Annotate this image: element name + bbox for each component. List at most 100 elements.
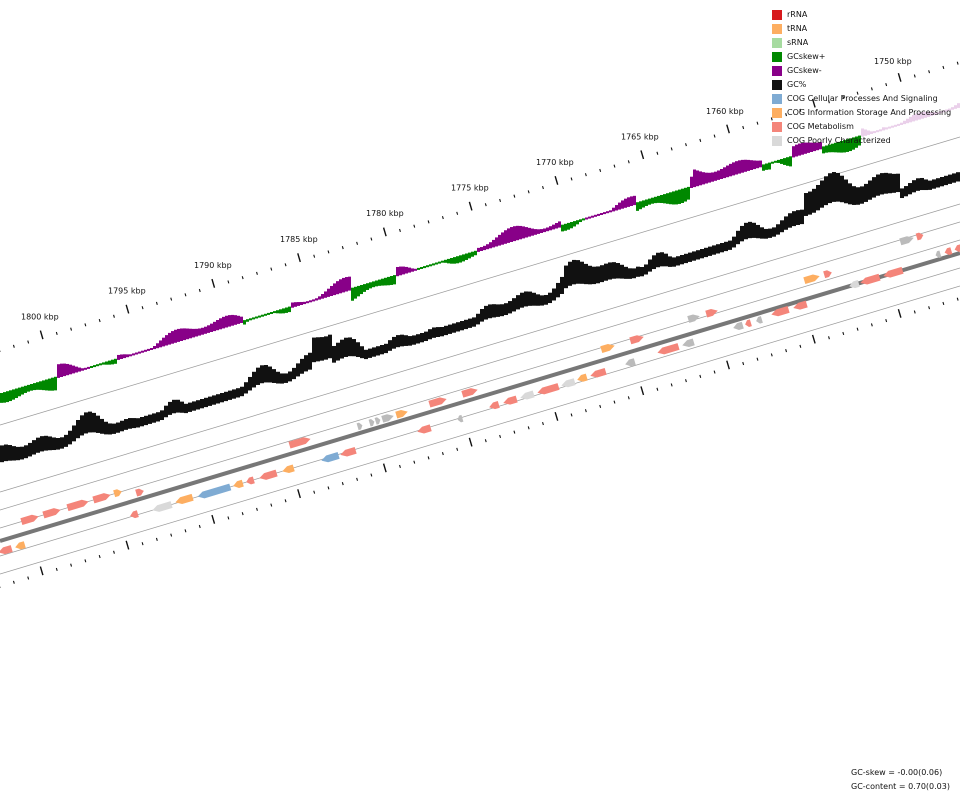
ruler-tick	[885, 83, 888, 87]
gc-skew-positive-bar	[573, 221, 576, 227]
ruler-tick	[542, 185, 544, 190]
gc-skew-negative-bar	[486, 244, 489, 250]
gc-content-bar	[512, 298, 516, 312]
gc-skew-negative-bar	[510, 227, 513, 242]
gene-arrow	[457, 414, 464, 423]
gc-skew-negative-bar	[630, 196, 633, 206]
gc-content-bar	[288, 371, 292, 382]
gc-skew-negative-bar	[801, 142, 804, 155]
gc-skew-negative-bar	[66, 363, 69, 376]
gc-content-bar	[760, 227, 764, 239]
gc-skew-negative-bar	[864, 129, 867, 136]
gc-content-bar	[172, 399, 176, 414]
gc-content-bar	[12, 446, 16, 461]
gc-skew-positive-bar	[639, 201, 642, 210]
gc-skew-positive-bar	[45, 379, 48, 391]
gc-content-bar	[536, 294, 540, 306]
gc-skew-positive-bar	[54, 376, 57, 391]
gene-arrow	[756, 316, 763, 324]
gene-shape	[899, 236, 914, 246]
gc-skew-positive-bar	[381, 278, 384, 286]
ruler-tick	[640, 150, 645, 160]
ruler-tick	[542, 421, 544, 426]
gc-skew-negative-bar	[588, 216, 591, 219]
gc-content-bar	[304, 355, 308, 372]
gene-shape	[561, 378, 576, 388]
ruler-tick	[327, 486, 330, 490]
gc-skew-negative-bar	[405, 266, 408, 274]
gc-content-bar	[248, 376, 252, 391]
gc-skew-positive-bar	[33, 383, 36, 391]
gc-skew-negative-bar	[63, 363, 66, 377]
gc-skew-negative-bar	[504, 230, 507, 244]
gc-skew-positive-bar	[15, 388, 18, 399]
gc-content-bar	[264, 365, 268, 383]
gene-arrow	[197, 483, 232, 499]
legend-item: GC%	[772, 78, 958, 92]
ruler-tick	[828, 336, 830, 340]
ruler-tick	[84, 559, 87, 563]
gc-content-bar	[752, 222, 756, 238]
gene-shape	[489, 401, 500, 410]
gc-skew-positive-bar	[441, 260, 444, 263]
gene-arrow	[657, 343, 680, 355]
gc-skew-positive-bar	[273, 311, 276, 314]
gc-skew-positive-bar	[6, 391, 9, 403]
gc-content-bar	[152, 413, 156, 423]
gc-skew-positive-bar	[462, 254, 465, 262]
gc-content-bar	[652, 255, 656, 270]
gc-skew-negative-bar	[138, 351, 141, 354]
gc-content-bar	[728, 240, 732, 250]
gene-shape	[113, 489, 122, 498]
gc-skew-negative-bar	[723, 167, 726, 179]
legend-item: COG Cellular Processes And Signaling	[772, 92, 958, 106]
gc-skew-positive-bar	[18, 387, 21, 397]
ruler-tick	[613, 400, 616, 404]
gc-content-bar	[708, 246, 712, 256]
gc-skew-negative-bar	[87, 366, 90, 369]
gc-skew-negative-bar	[885, 127, 888, 130]
gc-content-bar	[452, 323, 456, 333]
gc-skew-negative-bar	[933, 112, 936, 116]
gc-content-bar	[116, 422, 120, 433]
gc-content-bar	[876, 174, 880, 196]
gc-content-bar	[648, 259, 652, 272]
gc-skew-positive-bar	[105, 361, 108, 365]
gc-content-bar	[408, 336, 412, 346]
gc-skew-negative-bar	[117, 354, 120, 360]
gene-arrow	[15, 541, 26, 550]
ruler-tick	[499, 434, 502, 439]
gc-content-bar	[148, 414, 152, 424]
ruler-tick	[98, 554, 101, 559]
gc-skew-positive-bar	[660, 195, 663, 204]
ruler-tick	[570, 413, 573, 417]
gc-skew-track	[0, 103, 960, 403]
gc-content-bar	[904, 186, 908, 197]
gc-content-bar	[688, 252, 692, 262]
gc-skew-negative-bar	[312, 299, 315, 302]
gc-skew-positive-bar	[471, 251, 474, 257]
gc-content-bar	[412, 335, 416, 345]
gc-skew-negative-bar	[231, 314, 234, 326]
gc-content-bar	[416, 334, 420, 344]
gene-arrow	[823, 270, 832, 279]
gc-content-bar	[756, 224, 760, 239]
gc-content-bar	[220, 393, 224, 403]
ruler-tick	[198, 524, 201, 529]
gc-skew-positive-bar	[111, 359, 114, 365]
gc-skew-positive-bar	[390, 276, 393, 285]
gc-skew-positive-bar	[387, 276, 390, 286]
ruler-tick	[468, 437, 473, 447]
ruler-tick	[685, 379, 687, 383]
gc-content-bar	[764, 228, 768, 239]
ruler-tick	[284, 499, 287, 503]
gc-skew-negative-bar	[738, 160, 741, 174]
gc-content-bar	[228, 390, 232, 400]
gc-content-bar	[388, 340, 392, 351]
gc-skew-positive-bar	[684, 187, 687, 202]
gc-content-bar	[544, 294, 548, 305]
gc-skew-positive-bar	[855, 136, 858, 148]
tick-label: 1765 kbp	[621, 133, 659, 142]
gc-content-bar	[564, 265, 568, 289]
gc-skew-negative-bar	[315, 298, 318, 301]
